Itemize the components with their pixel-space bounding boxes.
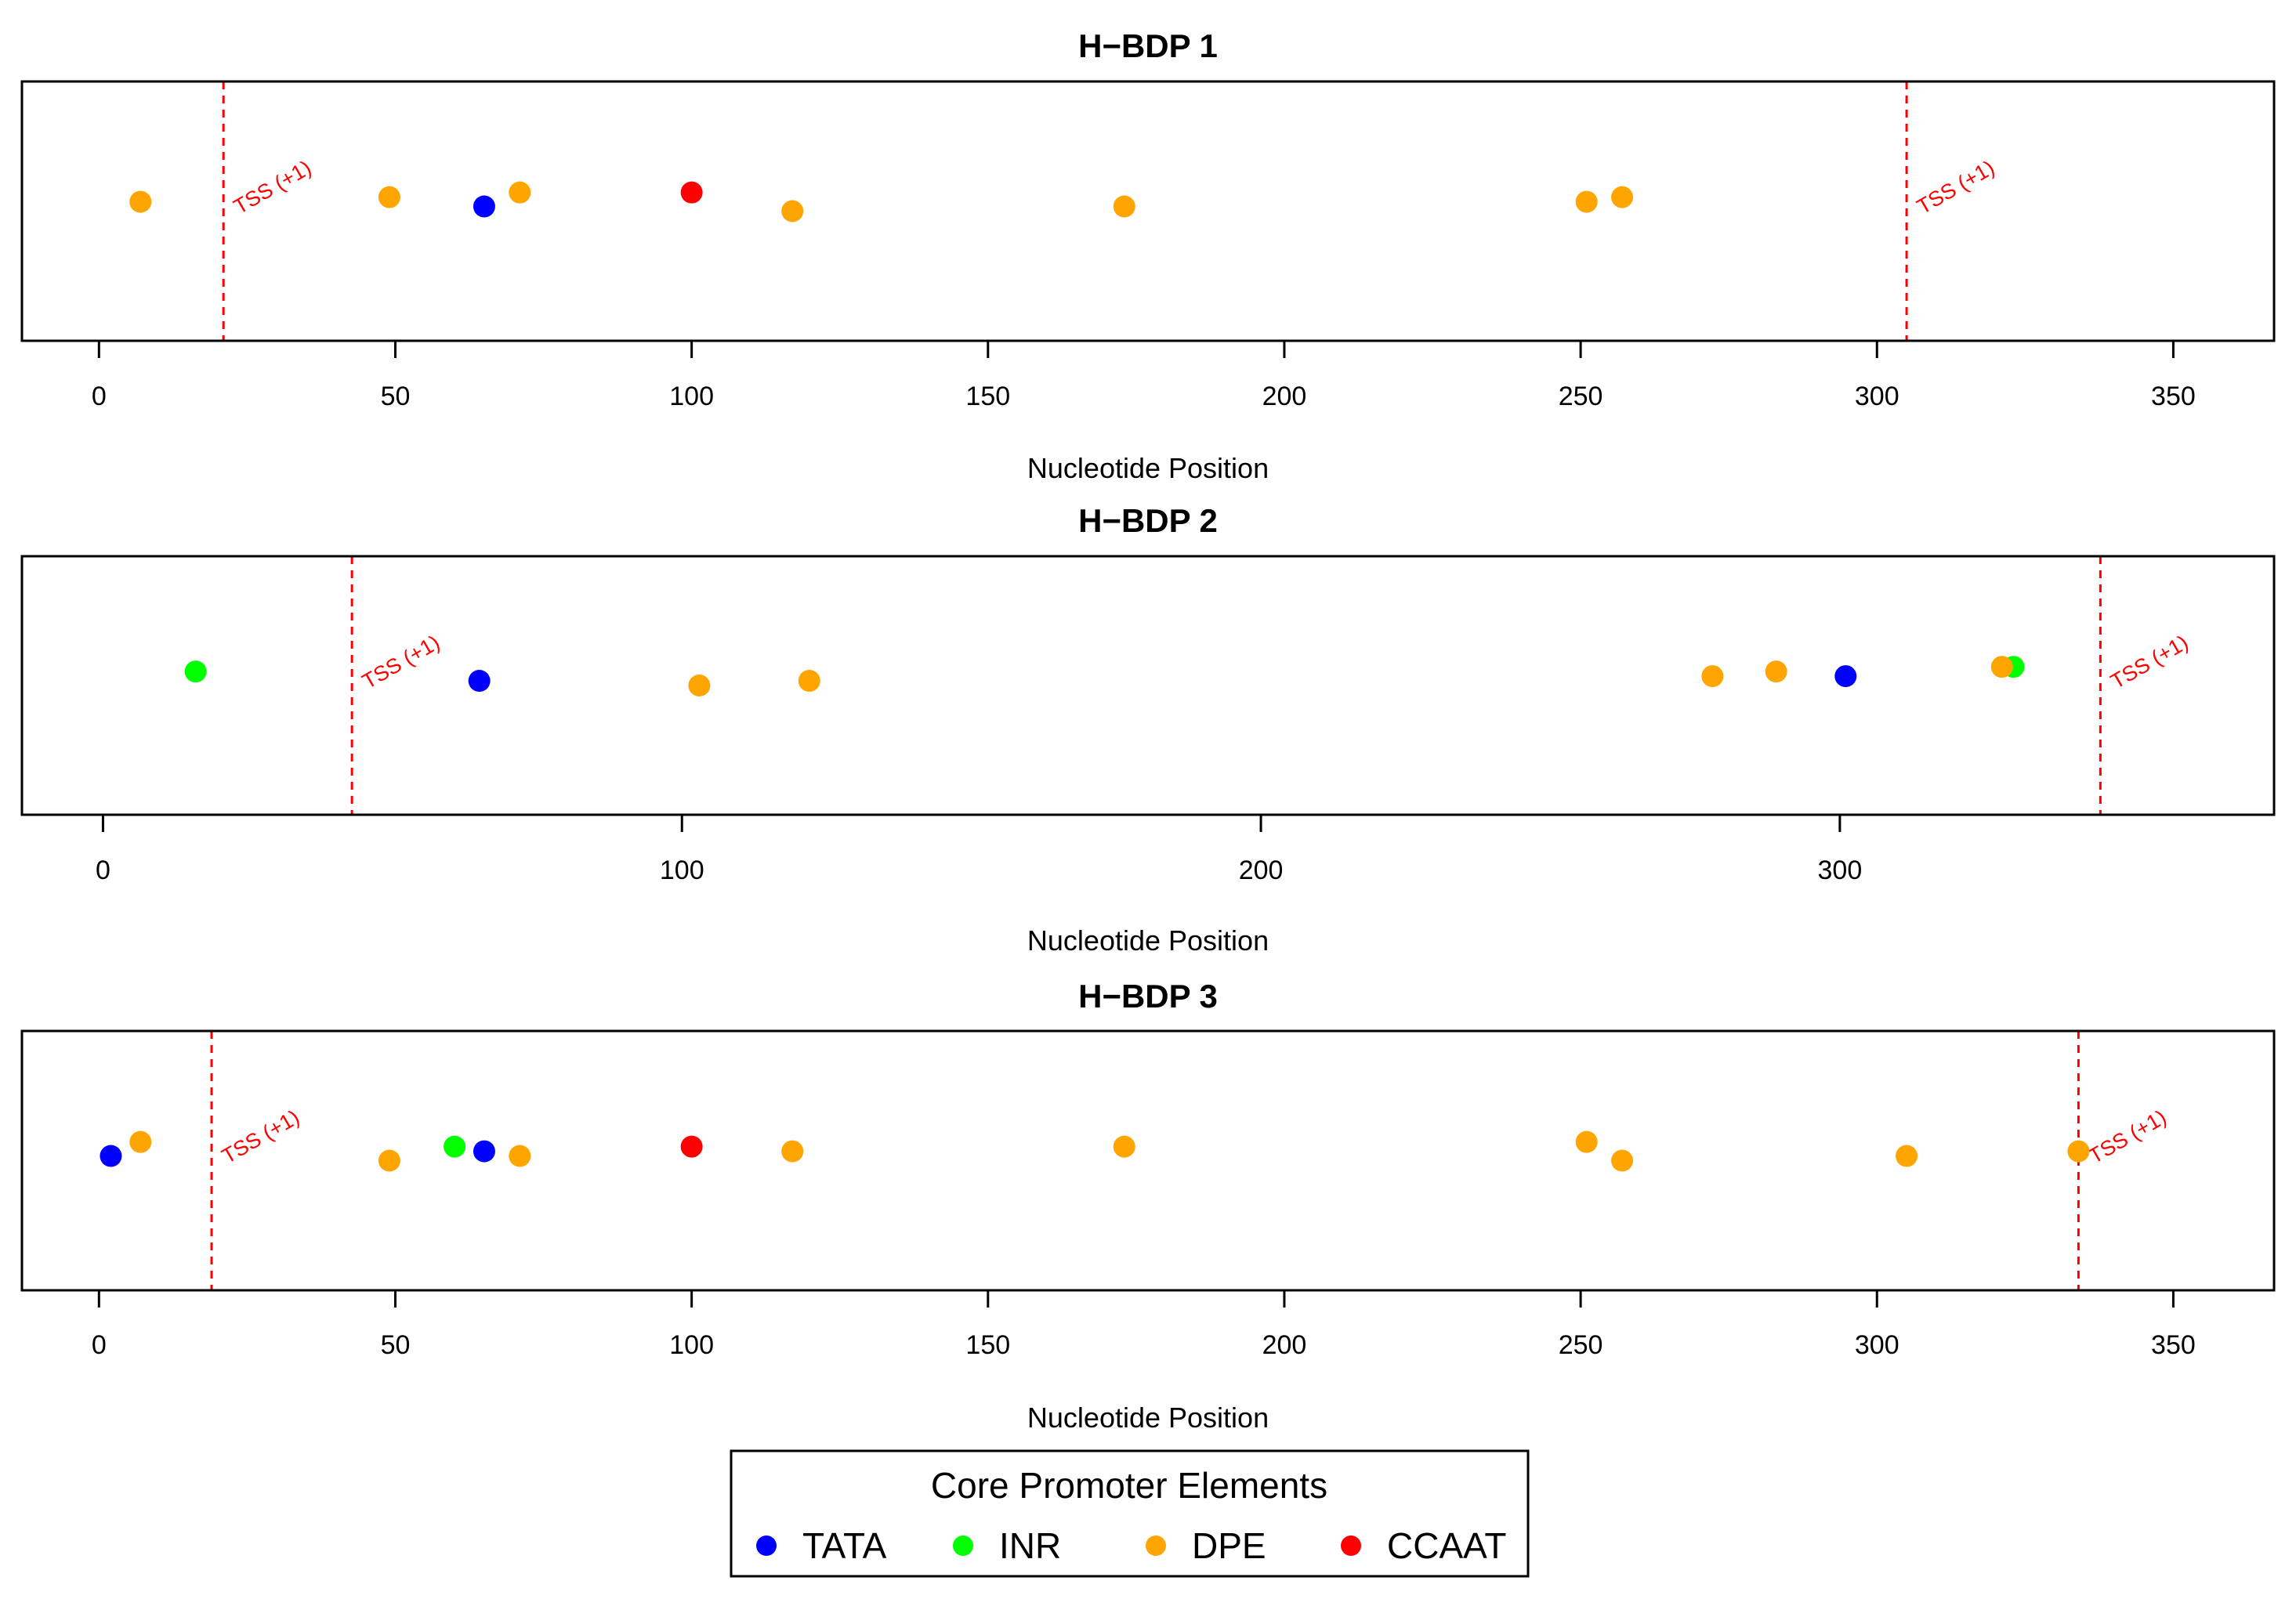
plot-frame: [20, 1029, 2276, 1292]
tss-label: TSS (+1): [358, 631, 444, 693]
data-point-dpe: [1896, 1145, 1918, 1167]
data-point-dpe: [1113, 1135, 1135, 1158]
legend-marker-inr: [953, 1535, 973, 1556]
x-tick-label: 0: [92, 382, 107, 411]
data-point-dpe: [1113, 195, 1135, 218]
data-point-dpe: [1575, 1130, 1598, 1153]
tss-label: TSS (+1): [230, 156, 315, 219]
data-point-dpe: [129, 190, 152, 213]
data-point-dpe: [1611, 186, 1634, 208]
data-point-dpe: [509, 181, 531, 204]
x-tick-label: 200: [1262, 382, 1307, 411]
data-point-dpe: [781, 1140, 804, 1163]
x-tick-label: 100: [660, 855, 704, 885]
data-point-tata: [473, 195, 495, 218]
tss-label: TSS (+1): [218, 1105, 303, 1168]
tss-label: TSS (+1): [2084, 1105, 2170, 1168]
data-point-dpe: [129, 1130, 152, 1153]
x-axis-label: Nucleotide Position: [1027, 452, 1269, 484]
tss-label: TSS (+1): [2106, 631, 2192, 693]
x-tick-label: 50: [381, 382, 411, 411]
tss-label: TSS (+1): [1913, 156, 1998, 219]
data-point-dpe: [509, 1145, 531, 1167]
panel-1: H−BDP 1 TSS (+1) TSS (+1) 0 50 100 150 200 250 30…: [20, 27, 2276, 484]
legend-marker-tata: [756, 1535, 777, 1556]
data-point-dpe: [1990, 656, 2013, 678]
legend-label-tata: TATA: [802, 1525, 887, 1566]
data-point-dpe: [1611, 1149, 1634, 1172]
plot-frame: [20, 555, 2276, 816]
legend-box: [730, 1449, 1530, 1578]
legend-marker-dpe: [1146, 1535, 1166, 1556]
x-tick-label: 0: [92, 1330, 107, 1360]
x-tick-label: 150: [965, 382, 1010, 411]
data-point-ccaat: [680, 1135, 703, 1158]
panel-title: H−BDP 1: [1078, 27, 1218, 64]
data-point-dpe: [798, 670, 820, 693]
x-tick-label: 100: [669, 382, 714, 411]
x-axis-label: Nucleotide Position: [1027, 1402, 1269, 1434]
legend-marker-ccaat: [1341, 1535, 1361, 1556]
data-point-dpe: [1765, 660, 1787, 683]
x-tick-label: 300: [1855, 1330, 1899, 1360]
x-tick-label: 250: [1559, 1330, 1603, 1360]
data-point-dpe: [1701, 665, 1724, 688]
data-point-dpe: [688, 675, 711, 696]
x-tick-label: 250: [1559, 382, 1603, 411]
legend-label-ccaat: CCAAT: [1387, 1525, 1507, 1566]
data-point-ccaat: [680, 181, 703, 204]
x-tick-label: 300: [1855, 382, 1899, 411]
x-tick-label: 50: [381, 1330, 411, 1360]
legend-label-dpe: DPE: [1192, 1525, 1266, 1566]
panel-title: H−BDP 3: [1078, 978, 1218, 1015]
x-tick-label: 200: [1262, 1330, 1307, 1360]
x-tick-label: 200: [1239, 855, 1284, 885]
x-tick-label: 0: [96, 855, 110, 885]
data-point-dpe: [2067, 1140, 2090, 1163]
x-tick-label: 350: [2151, 382, 2196, 411]
legend-label-inr: INR: [999, 1525, 1061, 1566]
data-point-tata: [468, 670, 491, 693]
data-point-dpe: [1575, 190, 1598, 213]
data-point-tata: [1834, 665, 1857, 688]
x-tick-label: 300: [1818, 855, 1863, 885]
legend-title: Core Promoter Elements: [931, 1465, 1327, 1506]
data-point-tata: [473, 1140, 495, 1163]
panel-3: H−BDP 3 TSS (+1) TSS (+1) 0 50 100 150 200 250 30…: [20, 978, 2276, 1434]
x-tick-label: 350: [2151, 1330, 2196, 1360]
x-tick-label: 150: [965, 1330, 1010, 1360]
data-point-tata: [100, 1145, 122, 1167]
data-point-dpe: [378, 186, 400, 208]
data-point-dpe: [378, 1149, 400, 1172]
x-axis-label: Nucleotide Position: [1027, 924, 1269, 957]
data-point-inr: [184, 660, 207, 683]
panel-title: H−BDP 2: [1078, 502, 1218, 539]
data-point-inr: [444, 1135, 466, 1158]
x-tick-label: 100: [669, 1330, 714, 1360]
data-point-dpe: [781, 200, 804, 222]
legend: Core Promoter Elements TATA INR DPE CCAAT: [730, 1449, 1530, 1578]
panel-2: H−BDP 2 TSS (+1) TSS (+1) 0 100 200 300 Nucleot…: [20, 502, 2276, 957]
